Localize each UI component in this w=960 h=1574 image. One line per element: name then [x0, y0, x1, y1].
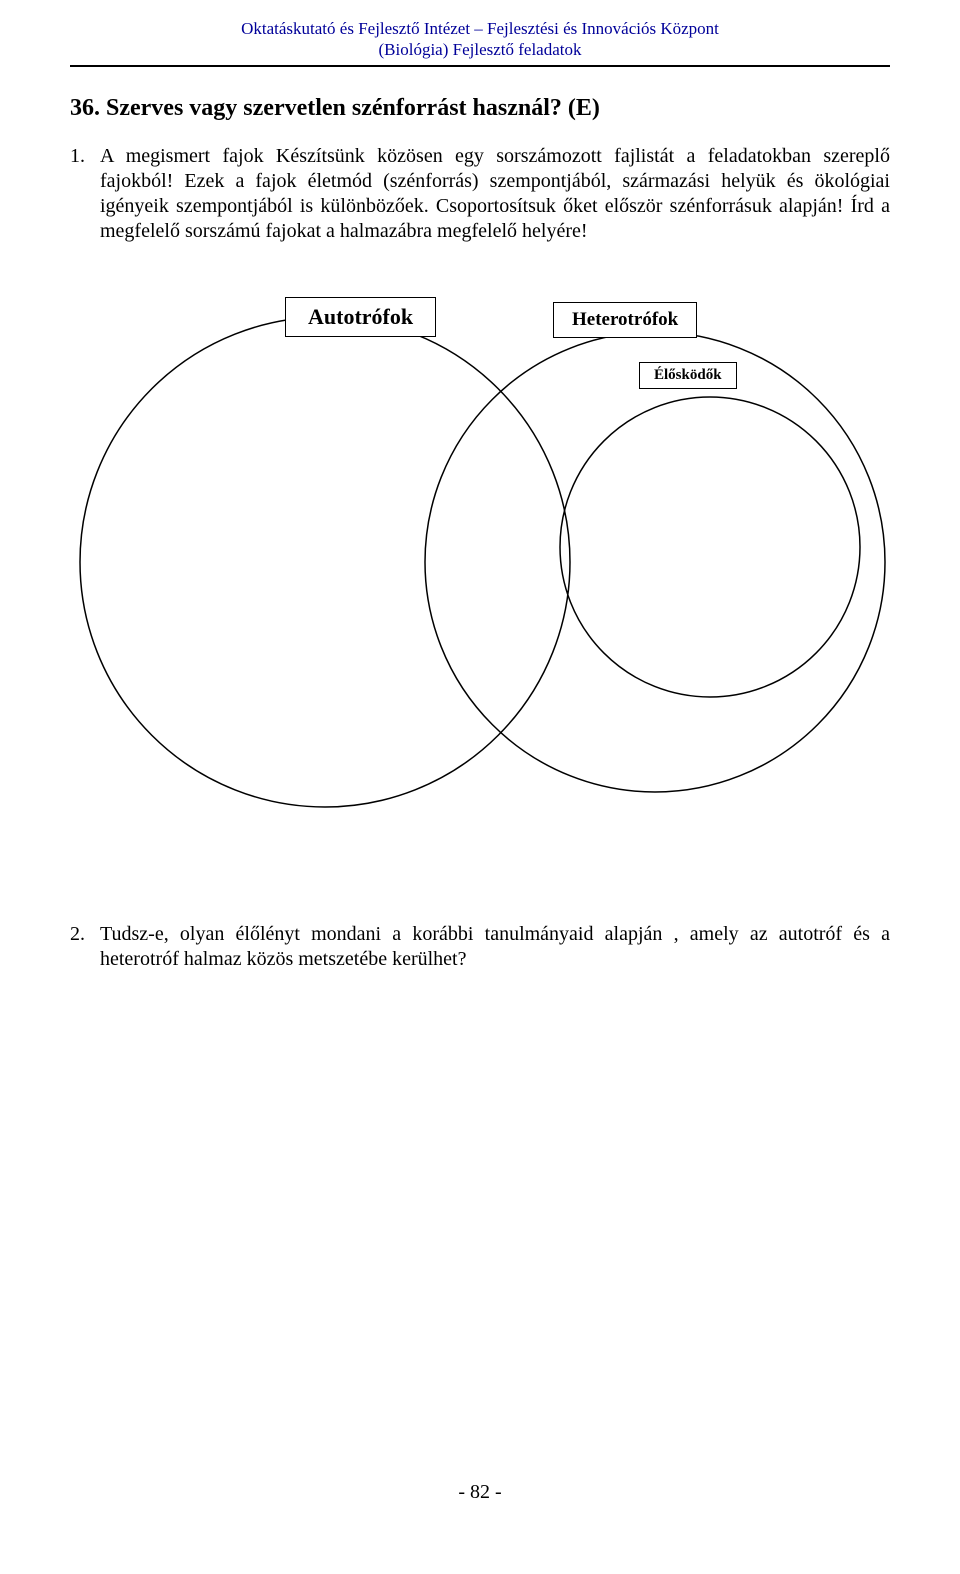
page-header: Oktatáskutató és Fejlesztő Intézet – Fej…: [70, 18, 890, 61]
venn-circle-eloskodok: [560, 397, 860, 697]
header-line-1: Oktatáskutató és Fejlesztő Intézet – Fej…: [241, 19, 719, 38]
venn-circle-heterotrofok: [425, 332, 885, 792]
question-2: 2. Tudsz-e, olyan élőlényt mondani a kor…: [70, 922, 890, 972]
section-title: 36. Szerves vagy szervetlen szénforrást …: [70, 95, 890, 122]
question-1-number: 1.: [70, 144, 100, 244]
question-1: 1. A megismert fajok Készítsünk közösen …: [70, 144, 890, 244]
question-2-number: 2.: [70, 922, 100, 972]
header-rule: [70, 65, 890, 67]
question-2-text: Tudsz-e, olyan élőlényt mondani a korább…: [100, 922, 890, 972]
venn-label-eloskodok: Élősködők: [639, 362, 737, 389]
venn-circle-autotrofok: [80, 317, 570, 807]
header-line-2: (Biológia) Fejlesztő feladatok: [379, 40, 582, 59]
venn-label-autotrofok: Autotrófok: [285, 297, 436, 337]
page-number: - 82 -: [0, 1481, 960, 1504]
question-1-text: A megismert fajok Készítsünk közösen egy…: [100, 144, 890, 244]
venn-svg: [70, 262, 890, 862]
venn-diagram: Autotrófok Heterotrófok Élősködők: [70, 262, 890, 862]
venn-label-heterotrofok: Heterotrófok: [553, 302, 697, 338]
